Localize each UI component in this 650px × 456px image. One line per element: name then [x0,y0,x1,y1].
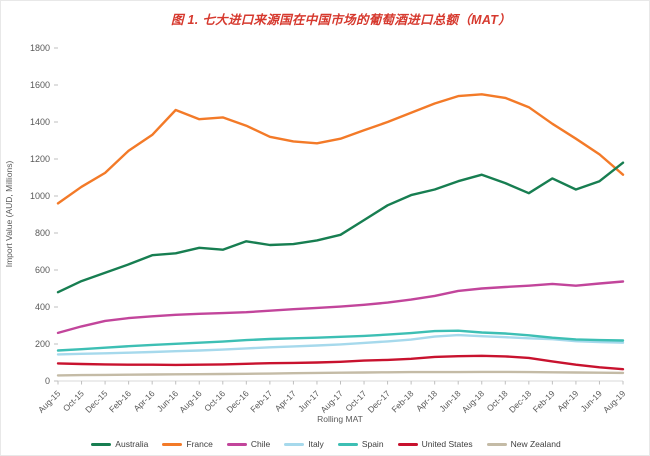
legend-swatch-new-zealand [486,442,507,446]
chart-title: 图 1. 七大进口来源国在中国市场的葡萄酒进口总额（MAT） [170,13,512,27]
x-tick-label: Apr-18 [414,388,439,413]
x-tick-label: Feb-16 [107,388,133,414]
y-tick-label: 1200 [30,154,50,164]
y-tick-label: 600 [35,265,50,275]
x-tick-label: Oct-17 [343,388,368,413]
x-tick-label: Oct-15 [61,388,86,413]
x-tick-label: Aug-18 [460,388,487,415]
x-tick-label: Dec-18 [507,388,534,415]
series-line-new-zealand [56,370,625,377]
y-tick-label: 0 [45,376,50,386]
x-tick-label: Dec-16 [224,388,251,415]
series-line-italy [56,333,625,356]
x-tick-label: Dec-15 [83,388,110,415]
x-tick-label: Apr-16 [131,388,156,413]
x-tick-label: Aug-15 [36,388,63,415]
y-axis-title: Import Value (AUD, Millions) [4,161,14,268]
legend-item-italy: Italy [284,439,324,449]
legend-swatch-spain [337,442,358,446]
legend-swatch-chile [226,442,247,446]
series-line-australia [56,161,625,294]
series-line-chile [56,280,625,335]
y-tick-label: 1000 [30,191,50,201]
legend-item-united-states: United States [397,439,473,449]
legend-swatch-australia [91,442,112,446]
x-tick-label: Dec-17 [366,388,393,415]
legend-label: Australia [115,439,149,449]
x-tick-label: Feb-17 [248,388,274,414]
x-tick-label: Jun-18 [437,388,463,414]
x-tick-label: Jun-16 [155,388,181,414]
legend-item-france: France [162,439,213,449]
legend-item-new-zealand: New Zealand [486,439,561,449]
legend-item-spain: Spain [337,439,384,449]
x-tick-label: Aug-17 [318,388,345,415]
series-line-france [56,93,625,205]
x-tick-label: Oct-16 [202,388,227,413]
x-tick-label: Aug-16 [177,388,204,415]
y-tick-label: 800 [35,228,50,238]
x-tick-label: Jun-19 [578,388,604,414]
y-tick-label: 400 [35,302,50,312]
legend-swatch-france [162,442,183,446]
y-tick-label: 1800 [30,43,50,53]
legend-item-chile: Chile [226,439,271,449]
x-tick-label: Apr-19 [555,388,580,413]
chart-legend: Australia France Chile Italy Spain United Sta… [1,439,649,449]
legend-swatch-italy [284,442,305,446]
y-tick-label: 1600 [30,80,50,90]
x-tick-label: Feb-18 [389,388,415,414]
x-tick-label: Aug-19 [601,388,628,415]
x-tick-label: Oct-18 [485,388,510,413]
legend-swatch-united-states [397,442,418,446]
legend-label: France [186,439,213,449]
y-tick-label: 200 [35,339,50,349]
series-line-united-states [56,354,625,371]
series-line-spain [56,329,625,352]
legend-label: Italy [308,439,324,449]
legend-label: Spain [361,439,384,449]
legend-item-australia: Australia [91,439,148,449]
x-tick-label: Feb-19 [531,388,557,414]
legend-label: Chile [250,439,271,449]
series-layer [56,93,625,377]
legend-label: New Zealand [510,439,561,449]
x-tick-label: Jun-17 [296,388,322,414]
x-tick-label: Apr-17 [273,388,298,413]
x-axis-title: Rolling MAT [317,414,363,424]
legend-label: United States [421,439,473,449]
y-tick-label: 1400 [30,117,50,127]
